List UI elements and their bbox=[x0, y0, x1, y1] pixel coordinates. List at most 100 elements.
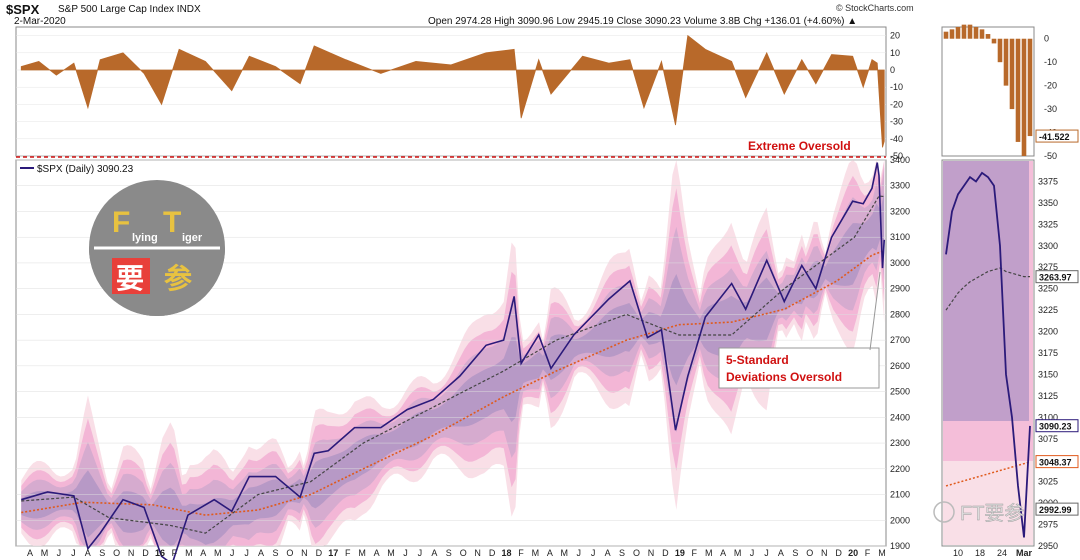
x-tick-label: S bbox=[446, 548, 452, 558]
x-tick-label: A bbox=[85, 548, 91, 558]
x-tick-label: F bbox=[692, 548, 698, 558]
zoom-price-tick-label: 3250 bbox=[1038, 284, 1058, 294]
x-tick-label: D bbox=[489, 548, 496, 558]
zoom-deviation-bands bbox=[943, 161, 1033, 545]
oscillator-tick-label: 0 bbox=[890, 65, 895, 75]
zoom-oscillator-bar bbox=[967, 24, 973, 39]
price-tick-label: 2100 bbox=[890, 490, 910, 500]
zoom-x-tick-label: 10 bbox=[953, 548, 963, 558]
price-tick-label: 3400 bbox=[890, 155, 910, 165]
price-tick-label: 3200 bbox=[890, 206, 910, 216]
zoom-oscillator-bar bbox=[1027, 38, 1033, 137]
oscillator-tick-label: -50 bbox=[890, 151, 903, 161]
zoom-oscillator-bar bbox=[1009, 38, 1015, 110]
oscillator-tick-label: 10 bbox=[890, 48, 900, 58]
zoom-oscillator-tick-label: -30 bbox=[1044, 104, 1057, 114]
price-tick-label: 1900 bbox=[890, 541, 910, 551]
zoom-price-tick-label: 2950 bbox=[1038, 541, 1058, 551]
chart-date: 2-Mar-2020 bbox=[14, 16, 66, 27]
zoom-price-line bbox=[945, 171, 1031, 538]
five-sd-label-1: 5-Standard bbox=[726, 353, 789, 367]
zoom-x-tick-label: 24 bbox=[997, 548, 1007, 558]
x-tick-label: M bbox=[214, 548, 222, 558]
oscillator-panel bbox=[15, 26, 887, 157]
zoom-price-tick-label: 3275 bbox=[1038, 262, 1058, 272]
price-line bbox=[21, 162, 886, 560]
x-tick-label: D bbox=[142, 548, 149, 558]
x-tick-label: M bbox=[41, 548, 49, 558]
five-sd-label-2: Deviations Oversold bbox=[726, 370, 842, 384]
x-tick-label: J bbox=[576, 548, 581, 558]
x-tick-label: 17 bbox=[328, 548, 338, 558]
x-tick-label: 18 bbox=[502, 548, 512, 558]
x-tick-label: S bbox=[99, 548, 105, 558]
zoom-oscillator-tick-label: 0 bbox=[1044, 34, 1049, 44]
oscillator-tick-label: -40 bbox=[890, 134, 903, 144]
price-tick-label: 2900 bbox=[890, 284, 910, 294]
price-tick-label: 2700 bbox=[890, 335, 910, 345]
x-tick-label: M bbox=[532, 548, 540, 558]
x-tick-label: M bbox=[387, 548, 395, 558]
zoom-price-tick-label: 3100 bbox=[1038, 412, 1058, 422]
price-tick-label: 3000 bbox=[890, 258, 910, 268]
deviation-band-4 bbox=[21, 192, 885, 546]
price-tick-label: 2600 bbox=[890, 361, 910, 371]
zoom-oscillator-bar bbox=[973, 27, 979, 39]
ticker-symbol: $SPX bbox=[6, 2, 40, 17]
zoom-price-tick-label: 3325 bbox=[1038, 219, 1058, 229]
x-tick-label: S bbox=[792, 548, 798, 558]
zoom-oscillator-bar bbox=[1021, 38, 1027, 156]
zoom-oscillator-bar bbox=[979, 29, 985, 39]
oscillator-tick-label: -10 bbox=[890, 82, 903, 92]
logo-lying: lying bbox=[132, 232, 158, 244]
zoom-price-tick-label: 3350 bbox=[1038, 198, 1058, 208]
price-tick-label: 2500 bbox=[890, 387, 910, 397]
zoom-price-tag-box bbox=[1035, 419, 1079, 433]
x-tick-label: M bbox=[878, 548, 886, 558]
zoom-ma-orange-tag-box bbox=[1035, 455, 1079, 469]
zoom-price-tag: 3090.23 bbox=[1039, 422, 1072, 432]
x-tick-label: 16 bbox=[155, 548, 165, 558]
price-tick-label: 2000 bbox=[890, 515, 910, 525]
logo-f: F bbox=[112, 206, 130, 239]
logo-char-1: 要 bbox=[116, 263, 144, 294]
wechat-icon bbox=[933, 501, 955, 523]
x-tick-label: J bbox=[230, 548, 235, 558]
x-tick-label: M bbox=[734, 548, 742, 558]
x-tick-label: F bbox=[172, 548, 178, 558]
zoom-ma-dash-tag: 3263.97 bbox=[1039, 273, 1072, 283]
x-tick-label: 20 bbox=[848, 548, 858, 558]
x-tick-label: F bbox=[518, 548, 524, 558]
logo-iger: iger bbox=[182, 232, 203, 244]
zoom-ma-dash-tag-box bbox=[1035, 270, 1079, 284]
x-tick-label: A bbox=[778, 548, 784, 558]
zoom-x-tick-label: Mar bbox=[1016, 548, 1033, 558]
x-tick-label: A bbox=[258, 548, 264, 558]
x-tick-label: A bbox=[720, 548, 726, 558]
zoom-price-tick-label: 2975 bbox=[1038, 520, 1058, 530]
zoom-lower-band-tag-box bbox=[1035, 502, 1079, 516]
price-tick-label: 2800 bbox=[890, 309, 910, 319]
zoom-band-core bbox=[943, 161, 1029, 421]
index-name: S&P 500 Large Cap Index INDX bbox=[58, 4, 201, 15]
x-tick-label: M bbox=[358, 548, 366, 558]
zoom-oscillator-bar bbox=[1015, 38, 1021, 142]
x-tick-label: O bbox=[113, 548, 120, 558]
x-tick-label: N bbox=[474, 548, 481, 558]
price-tick-label: 3300 bbox=[890, 181, 910, 191]
axis-labels: 1900 2000 2100 2200 2300 2400 2500 2600 2700 2800… bbox=[27, 31, 910, 558]
zoom-oscillator-tick-label: -20 bbox=[1044, 81, 1057, 91]
x-tick-label: J bbox=[244, 548, 249, 558]
x-tick-label: 19 bbox=[675, 548, 685, 558]
x-tick-label: O bbox=[460, 548, 467, 558]
zoom-oscillator-bar bbox=[997, 38, 1003, 63]
zoom-oscillator-tick-label: -50 bbox=[1044, 151, 1057, 161]
zoom-ma-orange-tag: 3048.37 bbox=[1039, 458, 1072, 468]
x-tick-label: A bbox=[605, 548, 611, 558]
x-tick-label: J bbox=[764, 548, 769, 558]
logo-red-square bbox=[112, 258, 150, 294]
x-tick-label: F bbox=[345, 548, 351, 558]
five-sd-box bbox=[718, 347, 880, 389]
x-tick-label: N bbox=[301, 548, 308, 558]
